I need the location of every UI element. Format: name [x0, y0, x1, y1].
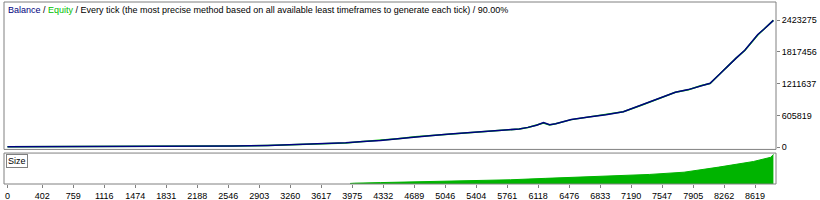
svg-text:3617: 3617: [311, 191, 331, 200]
svg-text:5046: 5046: [435, 191, 455, 200]
svg-text:7547: 7547: [652, 191, 672, 200]
svg-text:2546: 2546: [218, 191, 238, 200]
svg-text:1474: 1474: [125, 191, 145, 200]
svg-text:4689: 4689: [404, 191, 424, 200]
svg-text:1817456: 1817456: [782, 47, 817, 57]
svg-text:0: 0: [5, 191, 10, 200]
svg-text:7190: 7190: [621, 191, 641, 200]
svg-text:5761: 5761: [497, 191, 517, 200]
svg-text:759: 759: [66, 191, 81, 200]
svg-text:4332: 4332: [373, 191, 393, 200]
svg-text:8619: 8619: [745, 191, 765, 200]
svg-text:7905: 7905: [683, 191, 703, 200]
svg-text:402: 402: [35, 191, 50, 200]
svg-text:Size: Size: [8, 156, 26, 166]
svg-text:6833: 6833: [590, 191, 610, 200]
svg-text:1831: 1831: [156, 191, 176, 200]
svg-text:2423275: 2423275: [782, 15, 817, 25]
svg-text:3975: 3975: [342, 191, 362, 200]
svg-text:8262: 8262: [714, 191, 734, 200]
svg-text:Balance / Equity / Every tick: Balance / Equity / Every tick (the most …: [8, 5, 508, 15]
svg-text:5404: 5404: [466, 191, 486, 200]
svg-text:6118: 6118: [528, 191, 547, 200]
svg-text:1116: 1116: [95, 191, 114, 200]
svg-text:6476: 6476: [559, 191, 579, 200]
svg-text:0: 0: [782, 142, 787, 152]
svg-text:2188: 2188: [187, 191, 207, 200]
svg-text:3260: 3260: [280, 191, 300, 200]
svg-text:605819: 605819: [782, 111, 812, 121]
svg-text:1211637: 1211637: [782, 79, 816, 89]
svg-text:2903: 2903: [249, 191, 269, 200]
